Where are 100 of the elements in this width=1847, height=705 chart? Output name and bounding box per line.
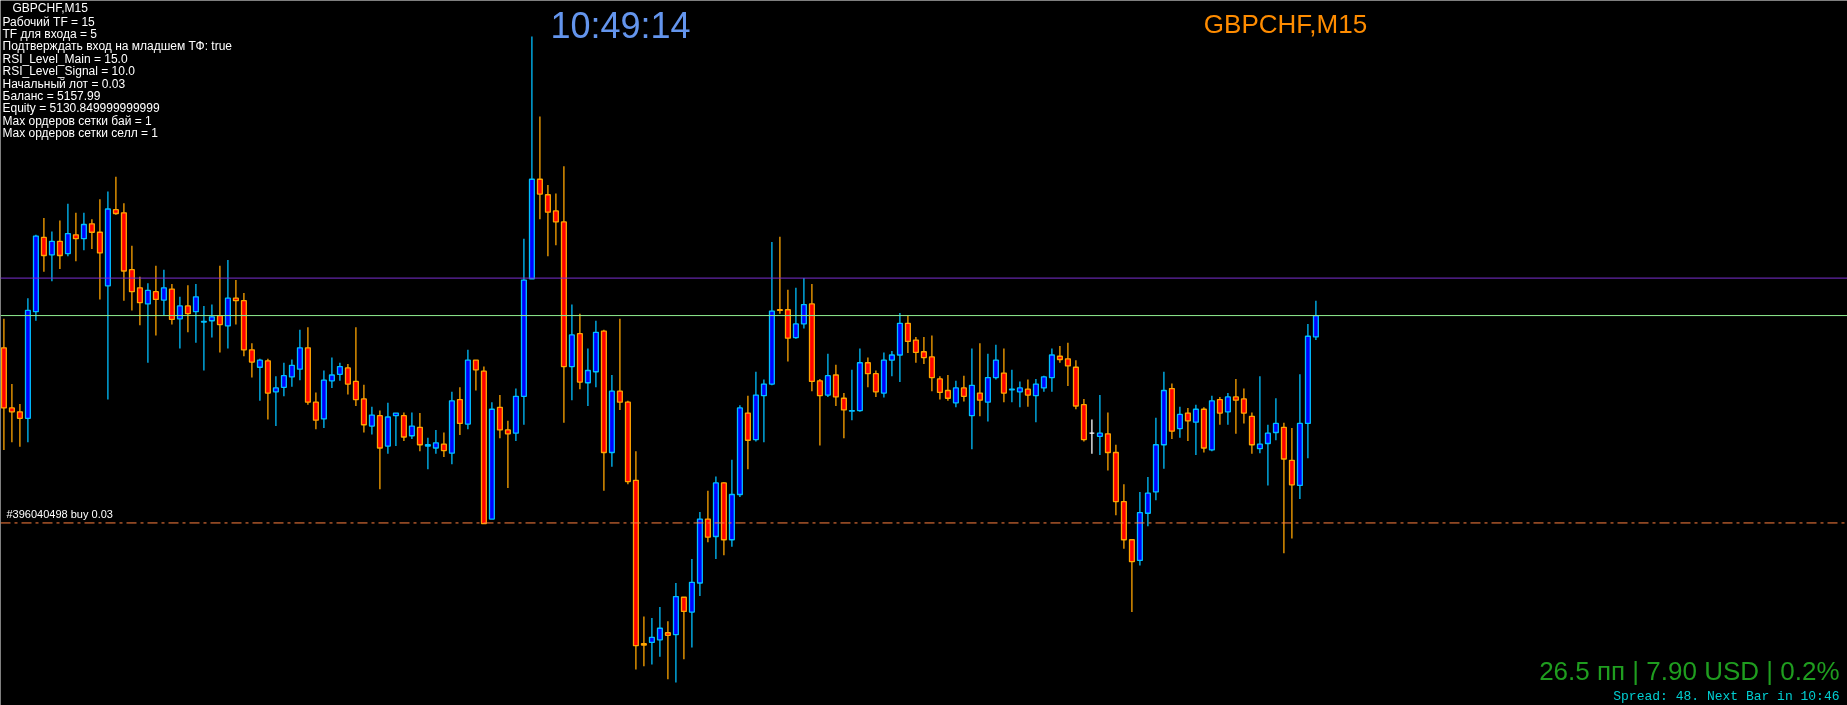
candlestick <box>1096 394 1103 456</box>
candlestick <box>40 217 47 273</box>
candlestick <box>176 296 183 350</box>
candlestick <box>416 412 423 452</box>
candlestick <box>840 392 847 439</box>
candlestick <box>648 617 655 666</box>
candlestick <box>864 356 871 388</box>
candlestick <box>424 437 431 470</box>
candlestick <box>112 176 119 216</box>
candlestick <box>208 303 215 339</box>
annotation: Баланс = 5157.99 <box>2 88 101 103</box>
annotation: 10:49:14 <box>550 4 691 46</box>
candlestick <box>1064 342 1071 387</box>
candlestick <box>936 375 943 401</box>
candlestick <box>1232 378 1239 435</box>
candlestick <box>496 394 503 439</box>
candlestick <box>792 287 799 340</box>
candlestick <box>88 218 95 250</box>
candlestick <box>440 431 447 458</box>
candlestick <box>16 403 23 448</box>
candlestick <box>848 369 855 421</box>
candlestick <box>432 429 439 455</box>
candlestick <box>368 406 375 436</box>
candlestick <box>200 305 207 372</box>
candlestick <box>312 391 319 430</box>
candlestick <box>256 358 263 402</box>
candlestick <box>872 369 879 398</box>
candlestick <box>1144 476 1151 527</box>
candlestick <box>544 184 551 257</box>
annotation: Equity = 5130.849999999999 <box>2 101 160 116</box>
candlestick <box>584 347 591 407</box>
candlestick <box>56 219 63 270</box>
candlestick <box>920 336 927 365</box>
candlestick <box>760 378 767 443</box>
candlestick <box>1184 407 1191 442</box>
candlestick <box>1216 396 1223 426</box>
candlestick <box>912 336 919 364</box>
candlestick <box>344 363 351 396</box>
candlestick <box>1104 411 1111 472</box>
candlestick <box>816 378 823 447</box>
annotation: TF для входа = 5 <box>2 26 98 41</box>
candlestick <box>192 283 199 344</box>
candlestick <box>1312 300 1319 341</box>
candlestick <box>456 386 463 436</box>
candlestick <box>8 383 15 443</box>
candlestick <box>1272 397 1279 441</box>
candlestick <box>184 284 191 334</box>
candlestick <box>64 203 71 257</box>
candlestick <box>776 236 783 315</box>
candlestick <box>1008 369 1015 403</box>
candlestick <box>48 230 55 282</box>
candlestick <box>144 282 151 364</box>
annotation: GBPCHF,M15 <box>1203 8 1368 39</box>
candlestick <box>272 375 279 427</box>
candlestick <box>904 314 911 354</box>
candlestick <box>1176 406 1183 439</box>
candlestick <box>832 364 839 407</box>
candlestick <box>72 212 79 262</box>
candlestick <box>1024 378 1031 408</box>
candlestick <box>992 343 999 381</box>
candlestick <box>1192 404 1199 456</box>
candlestick <box>1128 538 1135 613</box>
candlestick <box>928 334 935 392</box>
candlestick <box>80 212 87 251</box>
candlestick <box>680 596 687 660</box>
annotation: RSI_Level_Signal = 10.0 <box>2 64 136 79</box>
candlestick <box>392 412 399 447</box>
candlestick <box>1224 392 1231 426</box>
candlestick <box>824 353 831 398</box>
candlestick <box>152 265 159 337</box>
candlestick <box>536 115 543 220</box>
candlestick <box>336 362 343 382</box>
candlestick <box>248 342 255 379</box>
candlestick <box>952 380 959 408</box>
candlestick <box>664 620 671 680</box>
candlestick <box>960 375 967 403</box>
candlestick <box>280 362 287 397</box>
candlestick <box>160 269 167 317</box>
candlestick <box>504 420 511 489</box>
candlestick <box>1264 424 1271 487</box>
candlestick <box>1016 380 1023 408</box>
candlestick <box>232 279 239 326</box>
candlestick <box>888 350 895 377</box>
chart-title: GBPCHF,M15 <box>12 0 89 15</box>
text: Spread: 48. Next Bar in 10:46 <box>1613 688 1840 704</box>
candlestick <box>408 411 415 440</box>
candlestick <box>976 342 983 417</box>
candlestick <box>400 411 407 442</box>
candlestick <box>552 192 559 246</box>
candlestick <box>800 277 807 330</box>
candlestick <box>704 489 711 543</box>
text: 26.5 пп | 7.90 USD | 0.2% <box>1539 655 1840 686</box>
candlestick <box>472 359 479 392</box>
candlestick <box>616 318 623 411</box>
candlestick <box>1032 378 1039 423</box>
candlestick <box>288 358 295 388</box>
ref-line-label: #396040498 buy 0.03 <box>6 507 113 520</box>
candlestick <box>328 356 335 389</box>
annotation: Подтверждать вход на младшем ТФ: true <box>2 39 233 54</box>
candlestick <box>136 276 143 326</box>
